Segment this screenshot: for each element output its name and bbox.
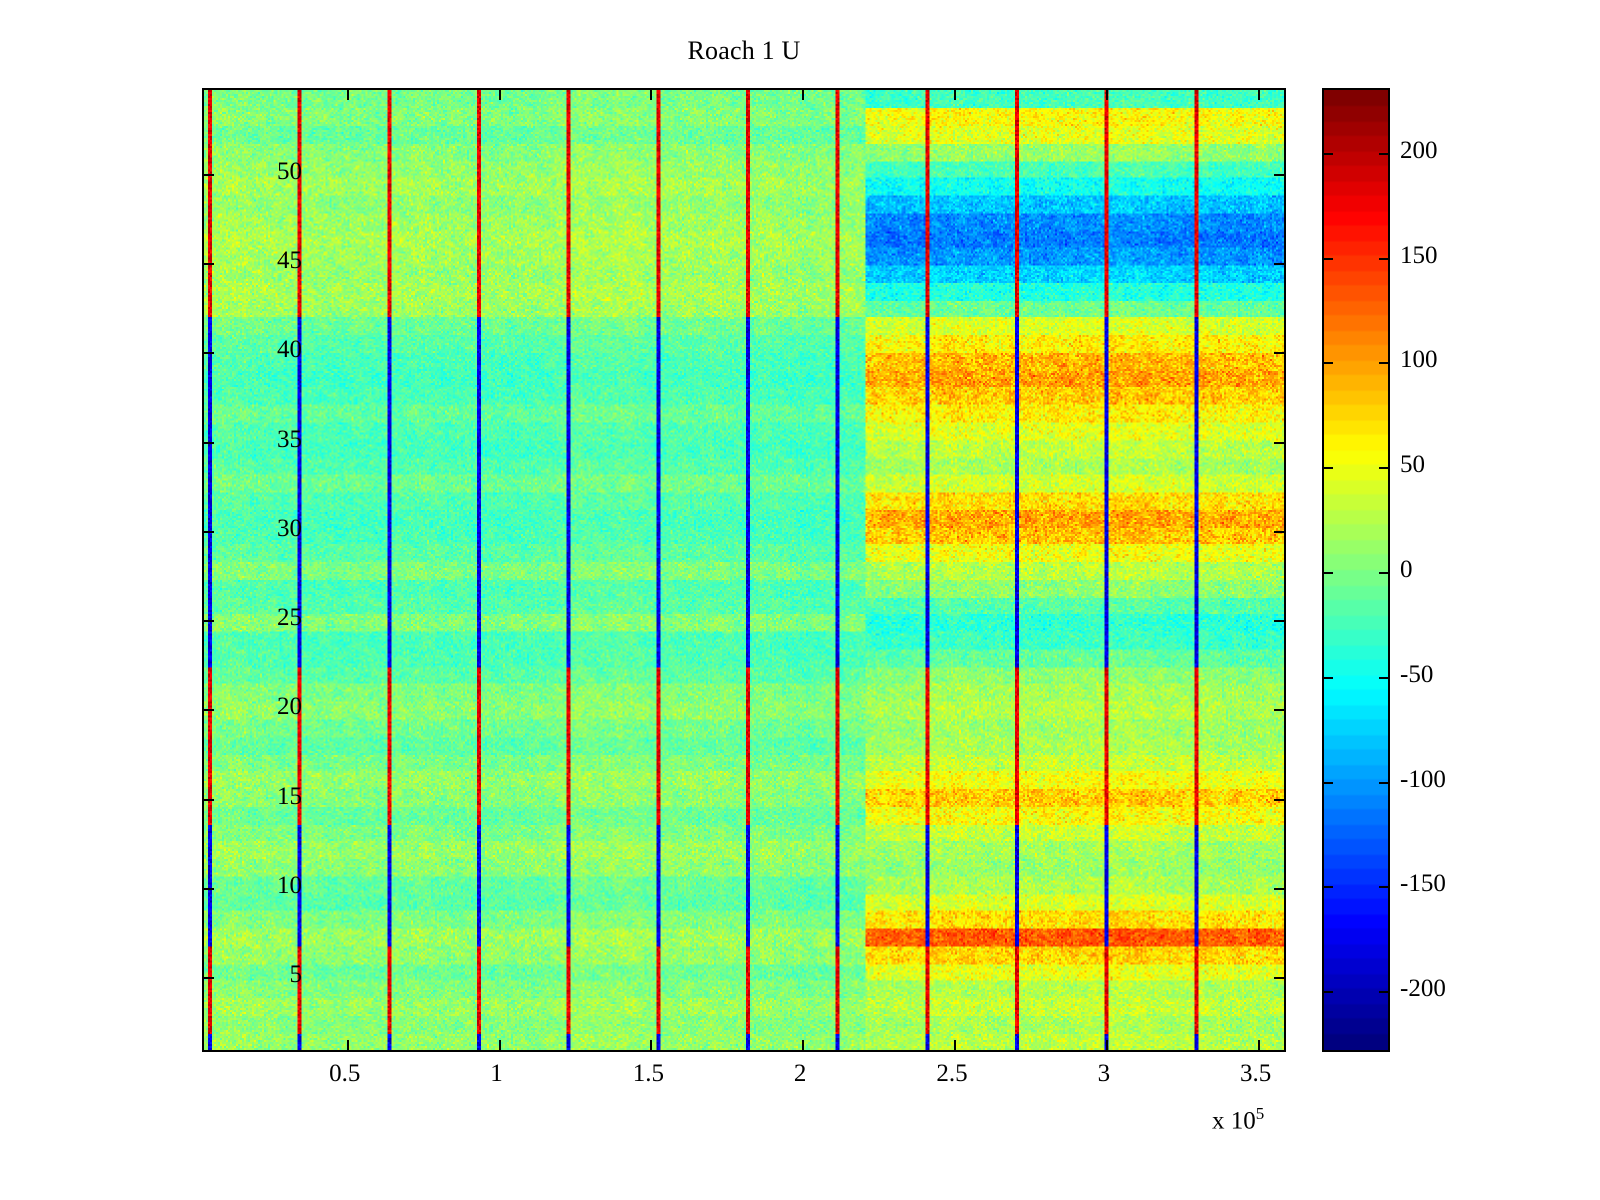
colorbar-tick-mark-right xyxy=(1379,676,1388,679)
colorbar-tick-mark xyxy=(1324,781,1333,784)
y-tick-label: 30 xyxy=(277,514,302,542)
colorbar[interactable] xyxy=(1322,88,1390,1052)
x-tick-label: 2.5 xyxy=(936,1060,968,1087)
colorbar-tick-label: -150 xyxy=(1400,870,1446,898)
colorbar-tick-mark xyxy=(1324,467,1333,470)
x-tick-mark xyxy=(802,1040,805,1050)
x-tick-mark-top xyxy=(498,90,501,100)
x-tick-label: 2 xyxy=(793,1060,807,1087)
colorbar-tick-label: 0 xyxy=(1400,556,1413,583)
colorbar-tick-mark xyxy=(1324,886,1333,889)
colorbar-tick-mark-right xyxy=(1379,467,1388,470)
y-tick-mark xyxy=(204,977,214,980)
y-tick-mark xyxy=(204,798,214,801)
x-exponent-power: 5 xyxy=(1255,1104,1265,1123)
x-exponent-base: x 10 xyxy=(1212,1107,1256,1135)
x-tick-mark xyxy=(953,1040,956,1050)
colorbar-tick-mark-right xyxy=(1379,572,1388,574)
colorbar-tick-mark xyxy=(1324,572,1333,574)
colorbar-tick-label: 200 xyxy=(1400,136,1438,164)
y-tick-label: 15 xyxy=(277,782,302,810)
y-tick-label: 45 xyxy=(277,247,302,275)
page-title: Roach 1 U xyxy=(687,36,801,65)
y-tick-mark-right xyxy=(1274,530,1284,533)
x-tick-label: 0.5 xyxy=(329,1060,361,1087)
y-tick-label: 20 xyxy=(277,693,302,721)
heatmap-axes[interactable] xyxy=(202,88,1286,1052)
colorbar-tick-label: 50 xyxy=(1400,451,1425,479)
colorbar-tick-mark-right xyxy=(1379,781,1388,784)
y-tick-mark-right xyxy=(1274,263,1284,266)
x-tick-label: 1.5 xyxy=(632,1060,664,1087)
x-tick-mark xyxy=(650,1040,653,1050)
y-tick-mark xyxy=(204,352,214,355)
colorbar-tick-mark xyxy=(1324,676,1333,679)
x-tick-label: 1 xyxy=(490,1060,503,1087)
x-tick-mark-top xyxy=(346,90,349,100)
colorbar-tick-label: -100 xyxy=(1400,765,1446,793)
x-tick-mark-top xyxy=(650,90,653,100)
y-tick-label: 35 xyxy=(277,425,302,453)
y-tick-mark-right xyxy=(1274,798,1284,801)
x-tick-mark-top xyxy=(1105,90,1108,100)
colorbar-tick-mark-right xyxy=(1379,991,1388,994)
x-tick-mark xyxy=(498,1040,501,1050)
x-tick-mark xyxy=(1257,1040,1260,1050)
y-tick-mark xyxy=(204,887,214,890)
colorbar-tick-mark-right xyxy=(1379,886,1388,889)
y-tick-label: 10 xyxy=(277,871,302,899)
y-tick-label: 50 xyxy=(277,157,302,185)
colorbar-tick-label: -200 xyxy=(1400,975,1446,1003)
y-tick-label: 25 xyxy=(277,604,302,632)
colorbar-tick-mark xyxy=(1324,362,1333,365)
colorbar-tick-mark xyxy=(1324,152,1333,155)
y-tick-mark xyxy=(204,620,214,623)
x-tick-mark xyxy=(1105,1040,1108,1050)
y-tick-mark-right xyxy=(1274,709,1284,712)
y-tick-mark xyxy=(204,709,214,712)
y-tick-mark-right xyxy=(1274,620,1284,623)
y-tick-mark-right xyxy=(1274,173,1284,176)
y-tick-mark xyxy=(204,530,214,533)
y-tick-mark-right xyxy=(1274,441,1284,444)
colorbar-gradient xyxy=(1324,90,1388,1050)
x-tick-mark-top xyxy=(1257,90,1260,100)
heatmap-image[interactable] xyxy=(204,90,1284,1050)
colorbar-tick-mark xyxy=(1324,257,1333,260)
colorbar-tick-label: 100 xyxy=(1400,346,1438,374)
colorbar-tick-mark xyxy=(1324,991,1333,994)
y-tick-label: 40 xyxy=(277,336,302,364)
x-axis-exponent-label: x 105 xyxy=(1212,1104,1264,1135)
y-tick-label: 5 xyxy=(289,961,303,989)
y-tick-mark-right xyxy=(1274,352,1284,355)
y-tick-mark xyxy=(204,263,214,266)
x-tick-label: 3.5 xyxy=(1240,1060,1272,1087)
y-tick-mark-right xyxy=(1274,887,1284,890)
colorbar-tick-mark-right xyxy=(1379,257,1388,260)
colorbar-tick-label: 150 xyxy=(1400,241,1438,269)
colorbar-tick-label: -50 xyxy=(1400,660,1434,688)
x-tick-mark xyxy=(346,1040,349,1050)
colorbar-tick-mark-right xyxy=(1379,362,1388,365)
x-tick-mark-top xyxy=(953,90,956,100)
colorbar-tick-mark-right xyxy=(1379,152,1388,155)
x-tick-label: 3 xyxy=(1097,1060,1111,1087)
y-tick-mark xyxy=(204,173,214,176)
x-tick-mark-top xyxy=(802,90,805,100)
y-tick-mark-right xyxy=(1274,977,1284,980)
y-tick-mark xyxy=(204,441,214,444)
